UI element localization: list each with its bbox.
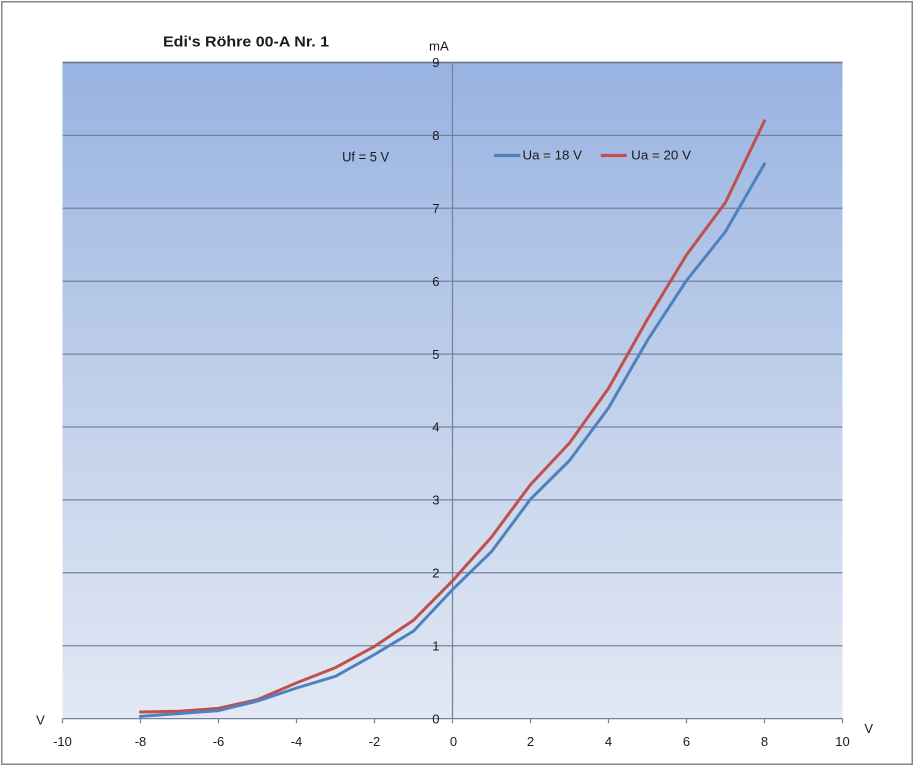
svg-text:7: 7 xyxy=(432,201,439,216)
svg-text:-2: -2 xyxy=(369,734,381,749)
svg-text:0: 0 xyxy=(450,734,457,749)
svg-text:-8: -8 xyxy=(135,734,147,749)
svg-text:8: 8 xyxy=(432,128,439,143)
svg-text:4: 4 xyxy=(432,420,439,435)
svg-text:6: 6 xyxy=(683,734,690,749)
svg-text:1: 1 xyxy=(432,638,439,653)
svg-text:9: 9 xyxy=(432,55,439,70)
svg-text:3: 3 xyxy=(432,493,439,508)
svg-text:V: V xyxy=(36,713,45,728)
svg-text:mA: mA xyxy=(429,39,449,54)
svg-text:2: 2 xyxy=(527,734,534,749)
svg-text:2: 2 xyxy=(432,566,439,581)
svg-text:8: 8 xyxy=(761,734,768,749)
svg-text:V: V xyxy=(864,721,873,736)
svg-text:0: 0 xyxy=(432,711,439,726)
svg-text:Ua = 18 V: Ua = 18 V xyxy=(523,148,583,163)
svg-text:Edi's Röhre 00-A Nr. 1: Edi's Röhre 00-A Nr. 1 xyxy=(163,34,329,51)
svg-text:5: 5 xyxy=(432,347,439,362)
svg-text:4: 4 xyxy=(605,734,612,749)
svg-text:-6: -6 xyxy=(213,734,225,749)
svg-text:-10: -10 xyxy=(53,734,72,749)
svg-text:10: 10 xyxy=(835,734,849,749)
svg-text:Ua = 20 V: Ua = 20 V xyxy=(631,148,691,163)
svg-text:6: 6 xyxy=(432,274,439,289)
svg-text:Uf = 5 V: Uf = 5 V xyxy=(342,149,389,164)
svg-text:-4: -4 xyxy=(291,734,303,749)
